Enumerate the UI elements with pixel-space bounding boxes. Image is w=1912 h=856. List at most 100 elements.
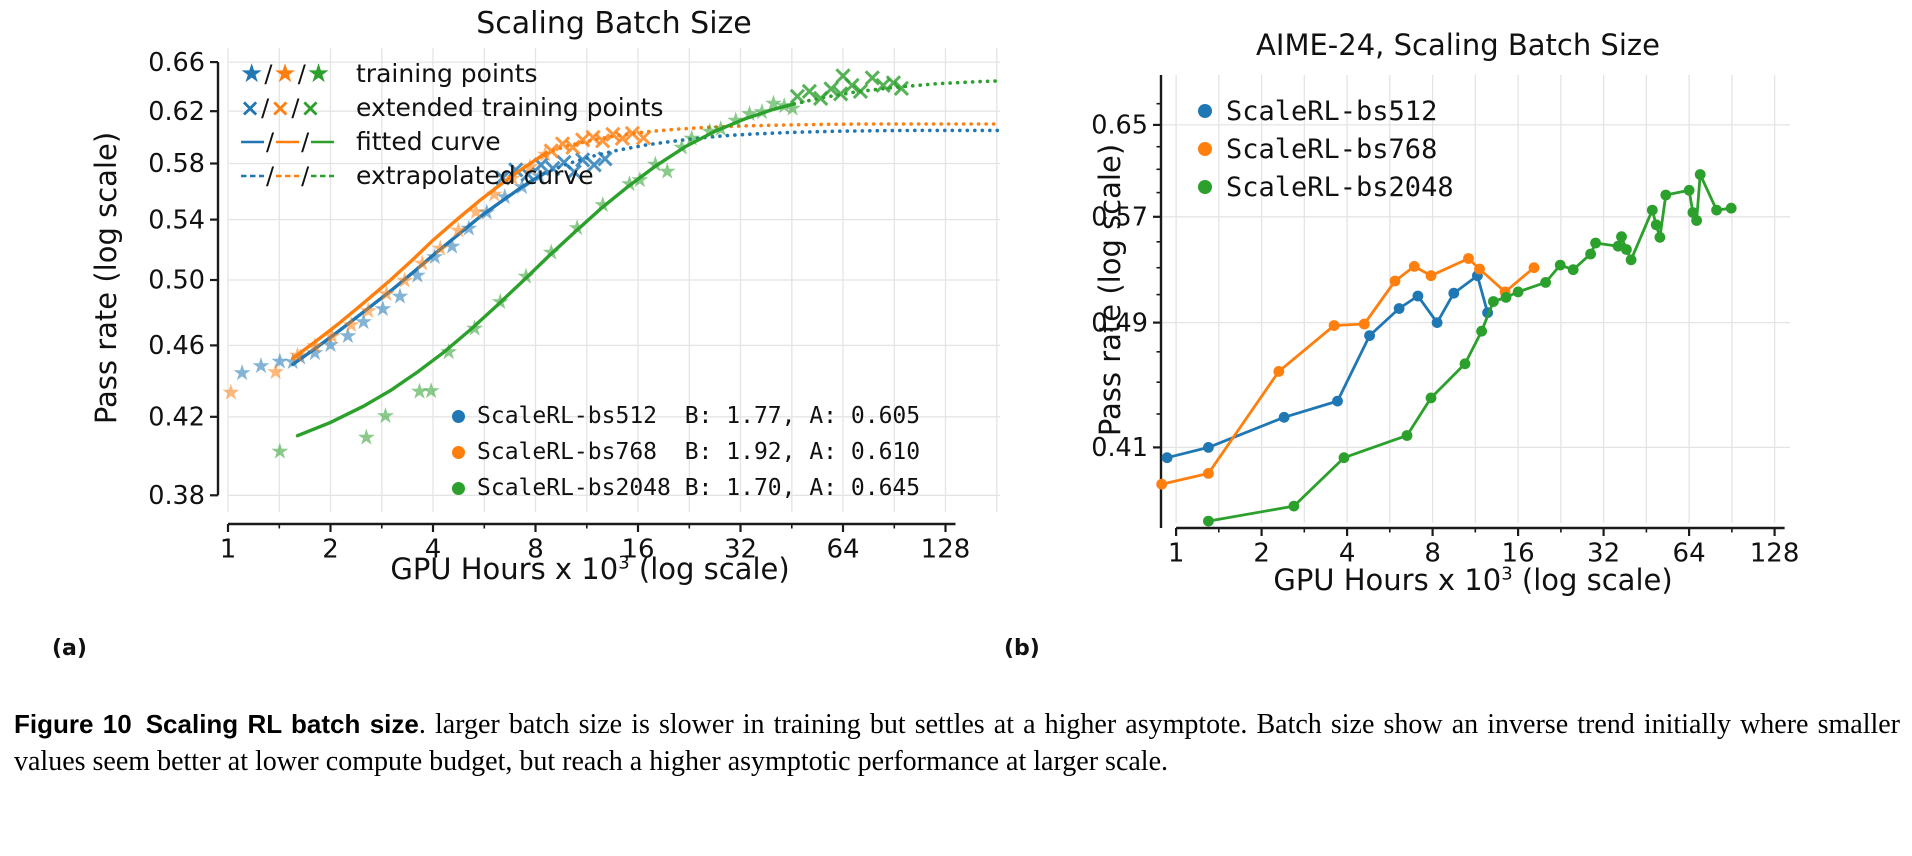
svg-text:★: ★ [442,234,462,259]
plot-b-ytick: 0.57 [1091,202,1148,232]
svg-text:★: ★ [395,269,415,294]
plot-a-title: Scaling Batch Size [476,6,752,41]
fit-legend-row: ScaleRL-bs512 B: 1.77, A: 0.605 [452,398,920,434]
svg-text:×: × [583,150,605,180]
svg-text:★: ★ [503,166,523,191]
plot-b-xtick: 64 [1673,538,1706,568]
svg-text:×: × [830,79,852,109]
plot-a-xtick: 4 [425,534,442,564]
svg-text:★: ★ [412,252,432,277]
plot-b-xtick: 128 [1750,538,1800,568]
svg-text:×: × [861,63,883,93]
plot-a-ytick: 0.62 [148,97,205,127]
plot-a-xtick: 64 [826,534,859,564]
plot-b-xtick: 8 [1424,538,1441,568]
svg-text:★: ★ [593,193,613,218]
svg-text:×: × [530,150,552,180]
svg-text:×: × [787,82,809,112]
svg-text:★: ★ [270,350,290,375]
legend-row-dash: / / extrapolated curve [241,161,594,190]
svg-text:★: ★ [421,379,441,404]
series-ScaleRL-bs2048: ★★★★★★★★★★★★★★★★★★★★★★★★★★×××××××××××× [270,61,1001,465]
svg-text:★: ★ [630,168,650,193]
plot-b-axes: 0.41 0.49 0.57 0.65 1 2 4 8 16 32 64 128 [1091,75,1799,568]
svg-text:★: ★ [465,317,485,342]
svg-text:★: ★ [700,120,720,145]
svg-text:★: ★ [221,380,241,405]
plot-a-axes: 0.38 0.42 0.46 0.50 0.54 0.58 0.62 0.66 1 2 4 8 16 32… [148,48,970,565]
plot-a: 0.38 0.42 0.46 0.50 0.54 0.58 0.62 0.66 1 2 4 8 16 32… [148,48,1001,565]
plot-b-ytick: 0.65 [1091,111,1148,141]
legend-dot-icon [452,409,465,423]
caption-body: larger batch size is slower in training … [14,709,1900,777]
svg-text:★: ★ [512,175,532,200]
svg-text:★: ★ [490,290,510,315]
legend-dot-icon [1198,142,1212,156]
svg-text:★: ★ [408,263,428,288]
legend-dot-icon [452,445,465,459]
plot-b-xtick: 1 [1168,538,1185,568]
plot-b-ylabel: Pass rate (log scale) [1093,143,1127,437]
legend-dot-icon [1198,104,1212,118]
svg-text:★: ★ [466,200,486,225]
plot-a-ytick: 0.38 [148,481,205,511]
svg-text:×: × [563,157,585,187]
svg-text:×: × [799,77,821,107]
svg-text:★: ★ [338,324,358,349]
svg-text:★: ★ [322,325,342,350]
plot-a-ytick: 0.46 [148,331,205,361]
series-ScaleRL-bs768 [1156,253,1540,490]
svg-text:×: × [572,125,594,155]
series-ScaleRL-bs2048 [1203,169,1737,527]
svg-text:★: ★ [740,102,760,127]
svg-text:★: ★ [541,240,561,265]
svg-text:★: ★ [321,333,341,358]
series-ScaleRL-bs512: ★ ★ ★★★★★★★★★★★★★★★★★×××××××××× [232,128,1001,386]
figure-caption: Figure 10 Scaling RL batch size. larger b… [14,709,1900,777]
svg-text:★: ★ [495,185,515,210]
svg-text:★: ★ [430,236,450,261]
svg-text:×: × [633,123,655,153]
svg-text:×: × [562,132,584,162]
svg-text:×: × [582,122,604,152]
svg-text:★: ★ [390,284,410,309]
legend-b-row: ScaleRL-bs2048 [1198,168,1454,206]
series-ScaleRL-bs768: ★★★★★ ★★★★★★★★★★★★×××××××××× [221,118,1001,405]
svg-text:★: ★ [251,354,271,379]
svg-text:★: ★ [752,100,772,125]
plot-a-ytick: 0.66 [148,48,205,78]
svg-text:×: × [820,74,842,104]
svg-text:×: × [850,77,872,107]
svg-text:★: ★ [305,334,325,359]
svg-text:★: ★ [477,201,497,226]
panel-b-label: (b) [1004,636,1040,661]
svg-text:★: ★ [358,299,378,324]
svg-text:★: ★ [774,94,794,119]
svg-text:★: ★ [764,92,784,117]
svg-text:★: ★ [646,153,666,178]
plot-b-xlabel: GPU Hours x 103 (log scale) [1273,563,1673,597]
plot-b-grid [1161,75,1790,523]
svg-text:★: ★ [425,245,445,270]
legend-b-row: ScaleRL-bs512 [1198,92,1454,130]
svg-text:×: × [872,70,894,100]
svg-text:★: ★ [270,440,290,465]
svg-text:★: ★ [657,160,677,185]
svg-text:★: ★ [354,310,374,335]
svg-text:×: × [553,147,575,177]
legend-row-x: × / × / × extended training points [240,93,664,122]
plot-a-ylabel: Pass rate (log scale) [89,131,123,425]
plot-a-xtick: 16 [621,534,654,564]
svg-text:×: × [592,126,614,156]
svg-text:★: ★ [672,135,692,160]
svg-text:★: ★ [290,346,310,371]
svg-text:×: × [832,61,854,91]
plot-a-fit-legend: ScaleRL-bs512 B: 1.77, A: 0.605 ScaleRL-b… [452,398,920,506]
plot-a-ytick: 0.50 [148,266,205,296]
plot-a-xtick: 128 [921,534,971,564]
svg-text:×: × [540,136,562,166]
plot-a-ytick: 0.54 [148,205,205,235]
svg-text:×: × [572,145,594,175]
svg-text:★: ★ [535,143,555,168]
